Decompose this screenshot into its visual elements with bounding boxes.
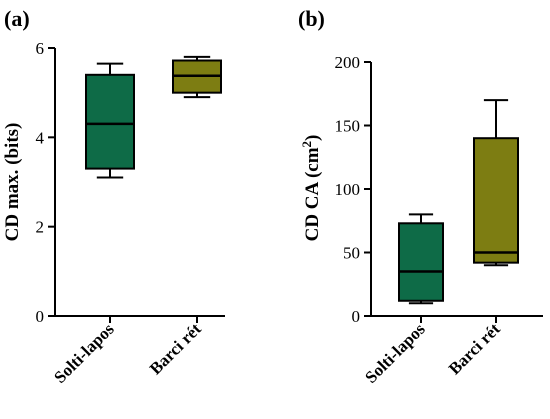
y-tick-label: 150 [335,117,361,136]
panel-label: (a) [4,6,30,31]
panel-label: (b) [298,6,325,31]
box [85,73,135,170]
panel-b: (b) CD CA (cm2) 0 50 100 150 200 Solti-lapos Bar… [298,6,543,387]
y-axis-label: CD max. (bits) [2,123,23,242]
y-tick-label: 0 [352,307,361,326]
x-tick-label: Solti-lapos [50,319,118,387]
y-axis-label-superscript: 2 [299,141,314,148]
y-axis-label-text: CD CA (cm [302,147,323,241]
box [473,137,519,264]
x-tick-label: Solti-lapos [361,319,429,387]
y-tick-label: 2 [36,218,45,237]
y-tick-label: 4 [36,128,45,147]
y-axis-label-suffix: ) [302,135,323,141]
y-tick-label: 200 [335,53,361,72]
x-tick-label: Barci rét [445,319,504,378]
y-axis-label: CD CA (cm2) [299,135,323,242]
panel-a: (a) CD max. (bits) 0 2 4 6 Solti-lapos Barci ré… [2,6,225,387]
y-tick-label: 100 [335,180,361,199]
y-tick-label: 6 [36,39,45,58]
y-tick-label: 50 [343,244,360,263]
y-axis-label-text: CD max. (bits) [2,123,23,242]
y-tick-label: 0 [36,307,45,326]
box [398,222,444,302]
x-tick-label: Barci rét [146,319,205,378]
